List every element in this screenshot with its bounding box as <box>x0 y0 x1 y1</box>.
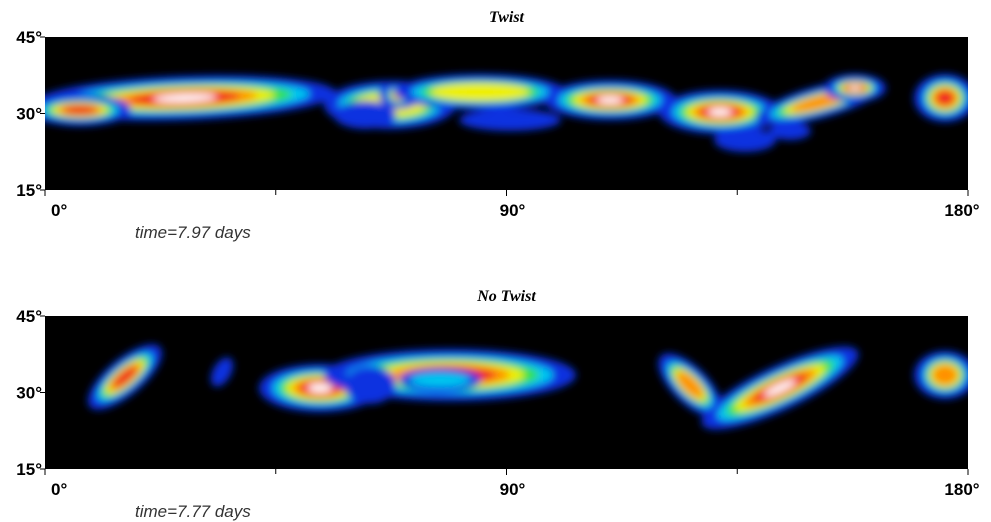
y-tick-label: 45° <box>16 307 42 326</box>
field-contour <box>459 109 561 131</box>
y-tick-label: 15° <box>16 460 42 479</box>
field-contour <box>334 101 396 129</box>
x-tick-label: 90° <box>500 201 526 220</box>
x-tick-label: 0° <box>51 480 67 499</box>
y-tick-label: 15° <box>16 181 42 200</box>
time-annotation: time=7.77 days <box>135 502 251 521</box>
y-tick-label: 30° <box>16 384 42 403</box>
x-tick-label: 90° <box>500 480 526 499</box>
field-contour <box>932 365 958 385</box>
field <box>45 74 968 152</box>
field-contour <box>763 379 797 397</box>
field-contour <box>849 85 861 91</box>
field-contour <box>430 83 530 101</box>
x-tick-label: 180° <box>944 480 979 499</box>
x-tick-label: 0° <box>51 201 67 220</box>
y-tick-label: 30° <box>16 105 42 124</box>
panel-title: Twist <box>489 9 525 26</box>
x-tick-label: 180° <box>944 201 979 220</box>
field-contour <box>62 105 98 115</box>
field-contour <box>112 366 138 388</box>
time-annotation: time=7.97 days <box>135 223 251 242</box>
field-contour <box>153 93 217 103</box>
field-contour <box>676 371 704 399</box>
field <box>87 344 968 430</box>
panel-title: No Twist <box>476 288 536 305</box>
field-contour <box>344 366 396 404</box>
field-contour <box>596 96 624 104</box>
field-contour <box>714 128 776 152</box>
field-contour <box>769 122 811 140</box>
field-contour <box>409 373 471 387</box>
field-contour <box>707 108 733 116</box>
y-tick-label: 45° <box>16 28 42 47</box>
field-contour <box>307 383 333 393</box>
field-contour <box>935 90 955 106</box>
field-contour <box>210 357 234 387</box>
